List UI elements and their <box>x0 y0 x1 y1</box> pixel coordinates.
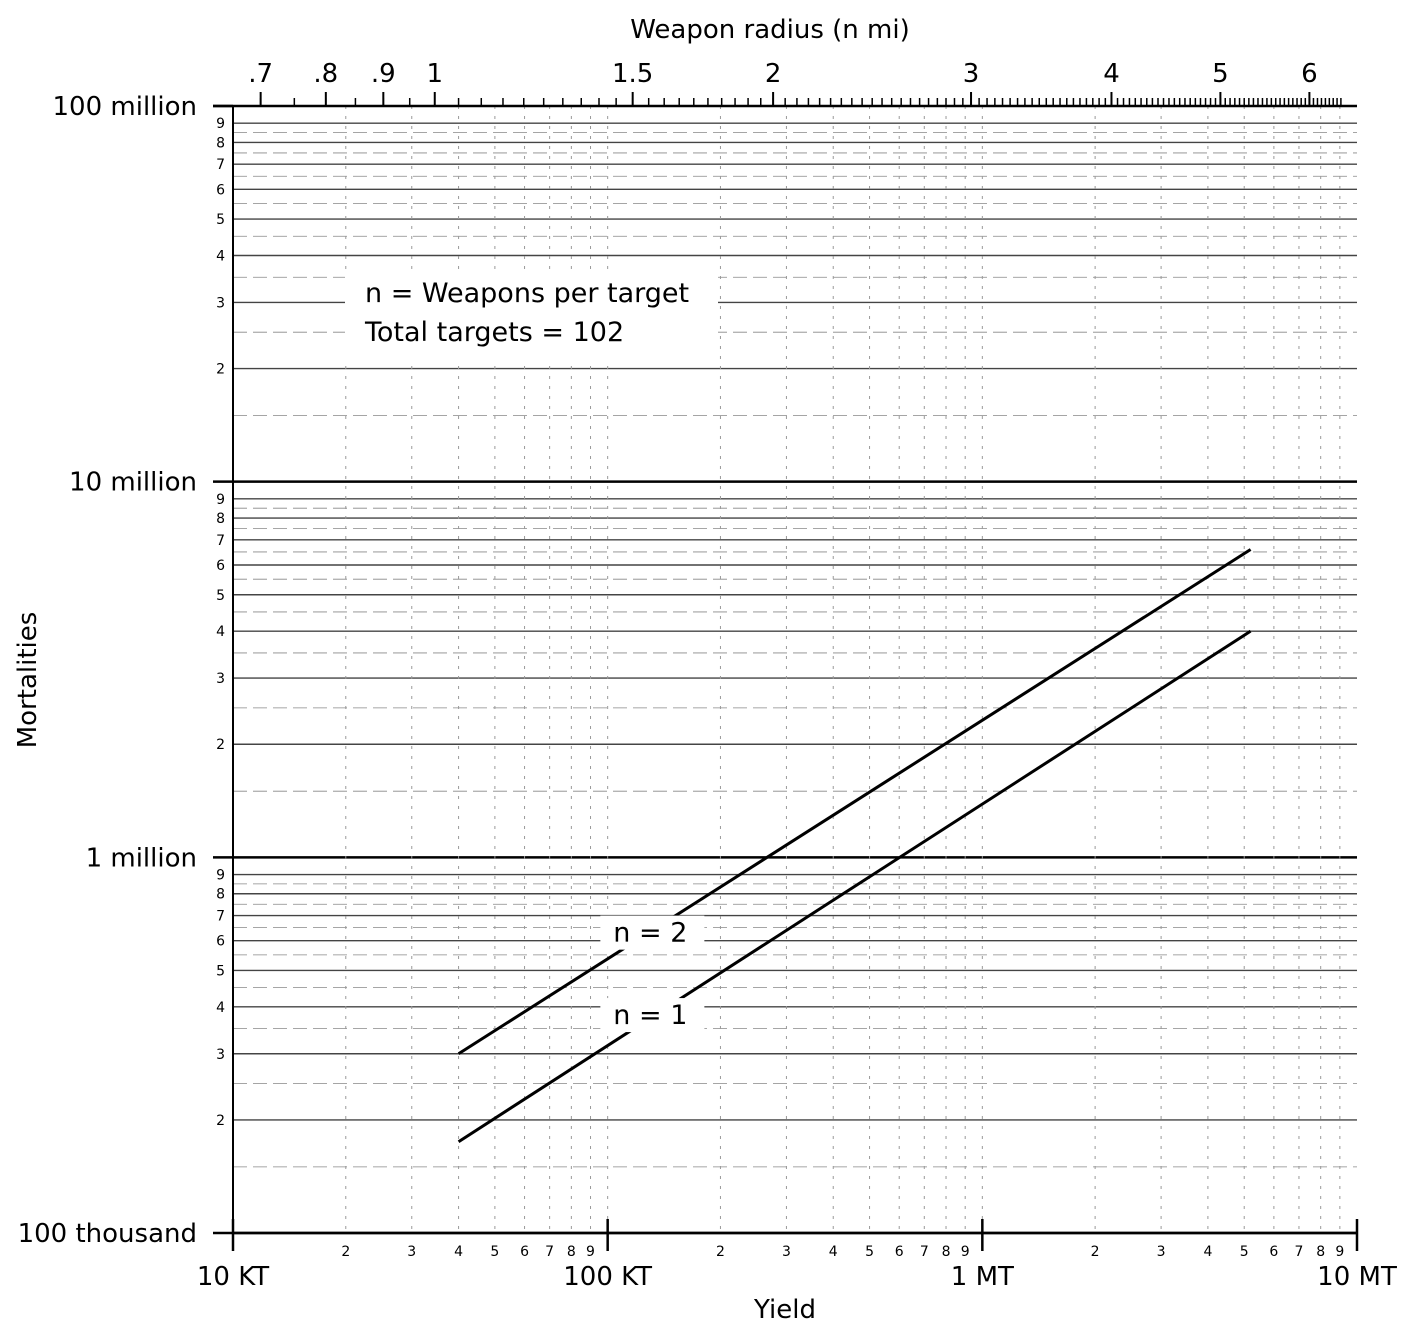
series-label-bg <box>600 998 705 1033</box>
y-minor-tick-label: 2 <box>216 1113 225 1129</box>
y-minor-tick-label: 5 <box>216 963 225 979</box>
y-minor-tick-label: 7 <box>216 157 225 173</box>
y-minor-tick-label: 3 <box>216 671 225 687</box>
x-tick-label: 100 KT <box>563 1262 652 1292</box>
top-tick-label: .7 <box>248 59 273 89</box>
x-minor-tick-label: 4 <box>1203 1244 1212 1260</box>
x-minor-tick-label: 6 <box>520 1244 529 1260</box>
x-minor-tick-label: 7 <box>920 1244 929 1260</box>
x-minor-tick-label: 6 <box>895 1244 904 1260</box>
top-tick-label: .9 <box>371 59 396 89</box>
y-minor-tick-label: 4 <box>216 624 225 640</box>
y-minor-tick-label: 4 <box>216 248 225 264</box>
x-minor-tick-label: 2 <box>1091 1244 1100 1260</box>
y-minor-tick-label: 2 <box>216 362 225 378</box>
x-minor-tick-label: 5 <box>865 1244 874 1260</box>
y-minor-tick-label: 6 <box>216 182 225 198</box>
y-tick-label: 100 million <box>53 92 198 122</box>
x-minor-tick-label: 4 <box>829 1244 838 1260</box>
y-tick-label: 10 million <box>69 468 197 498</box>
x-minor-tick-label: 2 <box>716 1244 725 1260</box>
y-axis-ticks: 100 thousand 1 million 10 million 100 milli… <box>18 92 233 1249</box>
y-minor-tick-label: 6 <box>216 934 225 950</box>
series-lines: n = 2 n = 1 <box>457 548 1252 1143</box>
top-axis-ticks: .7 .8 .9 1 1.5 2 3 4 5 6 <box>248 59 1342 106</box>
x-minor-tick-label: 9 <box>586 1244 595 1260</box>
legend-line-2: Total targets = 102 <box>364 317 624 348</box>
y-minor-tick-label: 7 <box>216 909 225 925</box>
series-label-bg <box>600 915 705 950</box>
x-minor-tick-label: 5 <box>1240 1244 1249 1260</box>
series-line <box>457 629 1252 1143</box>
y-tick-label: 100 thousand <box>18 1219 197 1249</box>
y-minor-tick-label: 4 <box>216 1000 225 1016</box>
y-minor-tick-label: 9 <box>216 868 225 884</box>
legend-line-1: n = Weapons per target <box>365 278 689 309</box>
top-tick-label: .8 <box>313 59 338 89</box>
x-minor-tick-label: 3 <box>782 1244 791 1260</box>
x-minor-tick-label: 7 <box>1295 1244 1304 1260</box>
x-minor-tick-label: 3 <box>407 1244 416 1260</box>
top-tick-label: 1.5 <box>612 59 653 89</box>
y-minor-tick-label: 3 <box>216 295 225 311</box>
x-axis-title: Yield <box>753 1295 816 1325</box>
series-line <box>457 548 1252 1056</box>
x-minor-tick-label: 5 <box>490 1244 499 1260</box>
y-minor-tick-label: 8 <box>216 887 225 903</box>
x-tick-label: 10 MT <box>1317 1262 1397 1292</box>
x-minor-tick-label: 7 <box>545 1244 554 1260</box>
y-minor-tick-label: 6 <box>216 558 225 574</box>
x-minor-tick-label: 8 <box>567 1244 576 1260</box>
y-minor-tick-label: 9 <box>216 492 225 508</box>
x-minor-tick-label: 9 <box>1335 1244 1344 1260</box>
x-minor-tick-label: 6 <box>1269 1244 1278 1260</box>
y-minor-tick-label: 3 <box>216 1047 225 1063</box>
x-minor-tick-label: 9 <box>961 1244 970 1260</box>
x-tick-label: 1 MT <box>951 1262 1014 1292</box>
y-tick-label: 1 million <box>86 843 197 873</box>
y-minor-tick-label: 5 <box>216 588 225 604</box>
x-tick-label: 10 KT <box>197 1262 269 1292</box>
y-minor-tick-label: 2 <box>216 737 225 753</box>
series-label: n = 1 <box>613 1000 687 1031</box>
top-tick-label: 6 <box>1301 59 1318 89</box>
x-minor-tick-label: 3 <box>1157 1244 1166 1260</box>
top-tick-label: 1 <box>426 59 443 89</box>
y-minor-tick-label: 9 <box>216 116 225 132</box>
y-minor-tick-label: 7 <box>216 533 225 549</box>
series-label: n = 2 <box>613 918 687 949</box>
x-axis-ticks: 10 KT 100 KT 1 MT 10 MT2 3 4 5 6 7 8 9 2 3 4 5 6 7 8 9 2 3 4 5… <box>197 1219 1397 1292</box>
top-tick-label: 4 <box>1103 59 1120 89</box>
top-tick-label: 5 <box>1212 59 1229 89</box>
y-minor-tick-label: 5 <box>216 212 225 228</box>
y-minor-tick-label: 8 <box>216 511 225 527</box>
legend-box <box>345 270 718 360</box>
top-tick-label: 3 <box>963 59 980 89</box>
top-axis-title: Weapon radius (n mi) <box>630 15 910 45</box>
x-minor-tick-label: 8 <box>1316 1244 1325 1260</box>
x-minor-tick-label: 4 <box>454 1244 463 1260</box>
x-minor-tick-label: 2 <box>341 1244 350 1260</box>
y-minor-tick-label: 8 <box>216 135 225 151</box>
gridlines <box>232 106 1357 1235</box>
top-tick-label: 2 <box>765 59 782 89</box>
x-minor-tick-label: 8 <box>942 1244 951 1260</box>
y-axis-title: Mortalities <box>13 612 43 749</box>
